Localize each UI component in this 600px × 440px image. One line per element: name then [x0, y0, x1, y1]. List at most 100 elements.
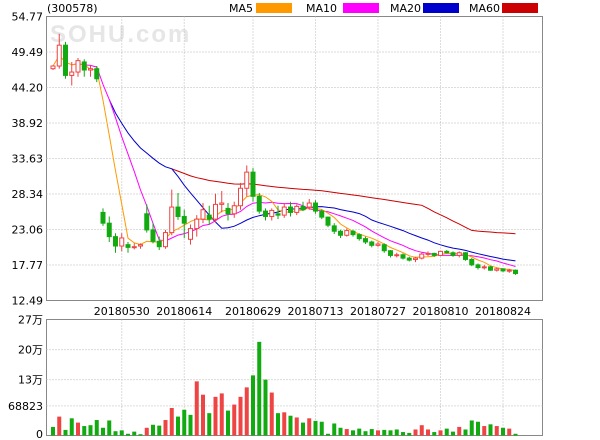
volume-bar — [351, 430, 355, 436]
candle-up — [188, 228, 193, 240]
date-axis-labels: 20180530 20180614 20180629 20180713 20180727… — [94, 305, 531, 318]
candle-up — [481, 266, 487, 269]
candle-down — [94, 68, 100, 80]
legend-ma5-label: MA5 — [229, 2, 253, 15]
candle-down — [156, 240, 162, 248]
volume-bar — [301, 422, 305, 436]
candle-down — [444, 250, 450, 254]
candle-up — [194, 218, 200, 230]
candle-up — [69, 71, 75, 76]
legend-ma5-swatch — [256, 3, 292, 13]
volume-bars — [51, 341, 518, 436]
candle-down — [500, 268, 506, 272]
volume-bar — [257, 341, 262, 436]
candle-down — [406, 257, 412, 261]
volume-bar — [288, 415, 293, 436]
volume-bar — [451, 431, 455, 436]
candle-down — [150, 229, 156, 242]
volume-bar — [194, 381, 199, 436]
volume-bar — [407, 432, 412, 436]
candle-down — [431, 252, 437, 256]
ma60-line — [171, 168, 516, 235]
volume-bar — [294, 417, 299, 436]
volume-bar — [463, 429, 468, 436]
candle-down — [175, 206, 181, 217]
volume-bar — [444, 428, 449, 436]
volume-bar — [326, 433, 330, 436]
candle-down — [381, 244, 387, 252]
candle-down — [319, 210, 325, 218]
volume-bar — [488, 424, 493, 436]
candle-down — [475, 264, 481, 269]
ma10-line — [71, 63, 516, 267]
legend-ma10-swatch — [343, 3, 379, 13]
candle-up — [231, 205, 237, 215]
price-tick-label: 23.06 — [12, 224, 44, 237]
candle-up — [456, 252, 462, 256]
volume-bar — [494, 426, 499, 436]
candle-up — [56, 44, 62, 67]
price-tick-label: 28.34 — [12, 188, 44, 201]
price-tick-label: 44.20 — [12, 82, 44, 95]
volume-bar — [251, 375, 255, 436]
volume-bar — [419, 425, 424, 436]
volume-bar — [132, 431, 137, 436]
candle-down — [325, 216, 331, 226]
candle-down — [338, 230, 343, 236]
volume-bar — [207, 413, 212, 436]
volume-bar — [269, 392, 274, 436]
candle-up — [269, 209, 275, 217]
price-tick-label: 12.49 — [12, 295, 44, 308]
volume-bar — [319, 421, 324, 436]
volume-bar — [376, 430, 380, 436]
volume-bar — [82, 426, 87, 436]
volume-bar — [332, 423, 337, 436]
candle-up — [506, 269, 512, 272]
candle-down — [331, 225, 337, 232]
volume-bar — [69, 418, 74, 436]
volume-tick-label: 20万 — [18, 344, 43, 357]
volume-bar — [363, 431, 368, 436]
candle-up — [294, 205, 300, 213]
volume-tick-label: 0 — [36, 428, 43, 440]
candle-down — [144, 213, 150, 231]
candle-down — [206, 214, 212, 220]
volume-bar — [501, 427, 505, 436]
volume-panel — [46, 319, 543, 436]
candle-down — [63, 44, 68, 76]
volume-bar — [313, 420, 318, 436]
price-tick-label: 33.63 — [12, 153, 44, 166]
volume-bar — [307, 418, 312, 436]
candle-up — [306, 202, 312, 208]
price-tick-label: 49.49 — [12, 46, 44, 59]
volume-axis-labels: 27万 20万 13万 68823 0 — [8, 314, 43, 440]
volume-bar — [169, 408, 174, 436]
volume-bar — [276, 413, 280, 436]
date-tick-label: 20180530 — [94, 305, 150, 318]
candle-up — [219, 202, 225, 205]
candle-down — [400, 254, 406, 259]
volume-bar — [76, 422, 80, 436]
candle-up — [419, 253, 425, 259]
volume-bar — [63, 429, 68, 436]
candle-down — [350, 230, 356, 236]
candle-down — [125, 244, 131, 248]
volume-bar — [157, 425, 162, 436]
price-tick-label: 54.77 — [12, 11, 44, 24]
candle-up — [281, 206, 287, 216]
candle-down — [313, 202, 318, 212]
candle-down — [363, 238, 368, 243]
volume-bar — [144, 427, 149, 436]
candle-up — [138, 244, 143, 247]
volume-bar — [113, 431, 118, 436]
price-axis-labels: 54.77 49.49 44.20 38.92 33.63 28.34 23.06 17.77… — [12, 11, 44, 308]
candle-up — [88, 68, 93, 71]
volume-bar — [107, 420, 112, 436]
candle-up — [375, 243, 381, 246]
legend-ma10-label: MA10 — [306, 2, 337, 15]
candle-up — [200, 209, 206, 220]
volume-bar — [219, 393, 224, 436]
candle-up — [244, 171, 250, 189]
volume-tick-label: 13万 — [18, 374, 43, 387]
